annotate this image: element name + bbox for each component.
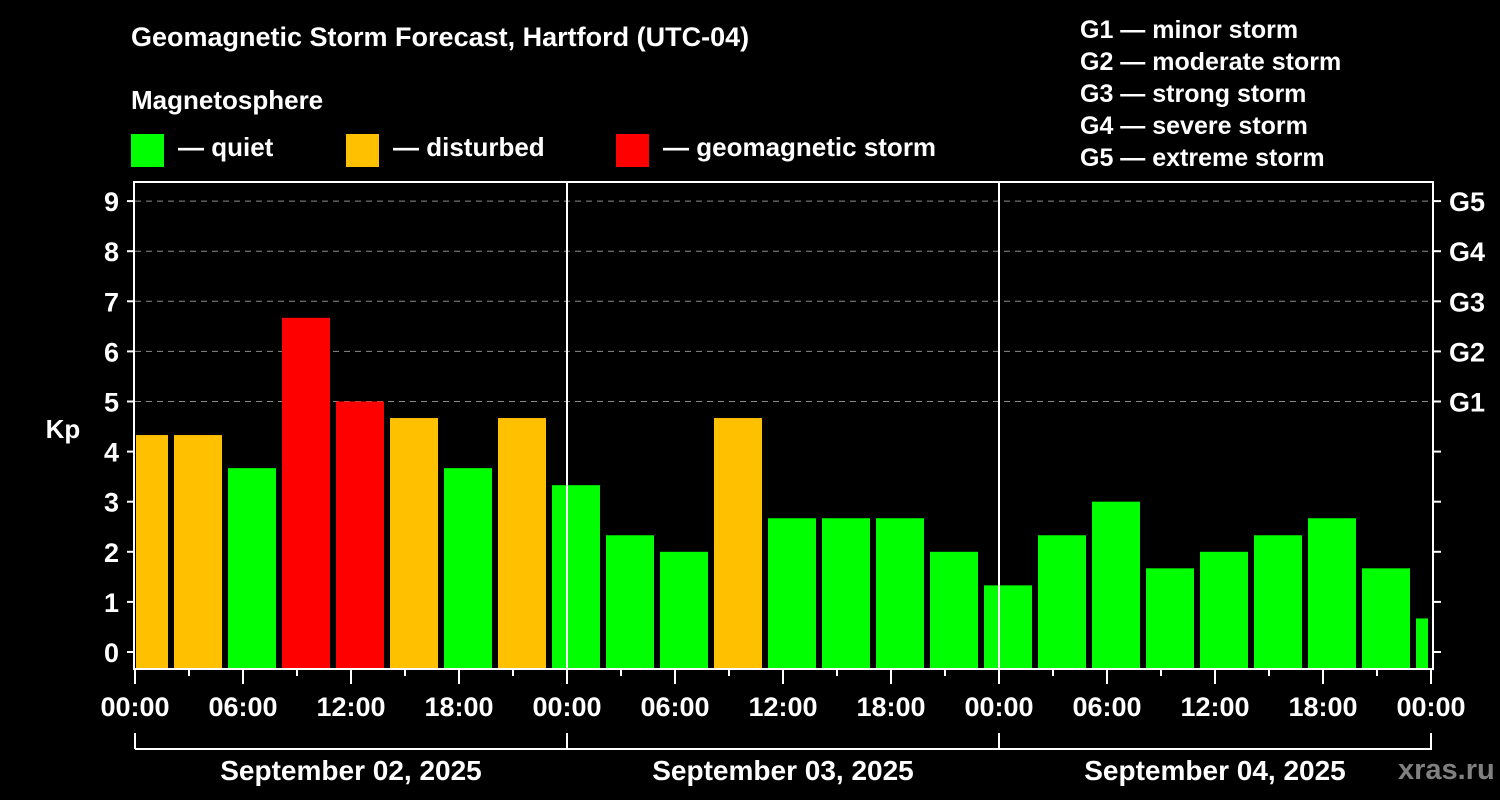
legend-label-disturbed: — disturbed [393, 132, 545, 162]
x-axis: 00:00 06:00 12:00 18:00 00:00 06:00 12:00 18:00… [100, 668, 1466, 786]
x-tick-label: 06:00 [208, 692, 277, 722]
kp-bar [136, 435, 168, 668]
y-tick-label: 9 [104, 187, 119, 217]
x-tick-label: 00:00 [532, 692, 601, 722]
kp-bar [768, 518, 816, 668]
kp-bar [1254, 535, 1302, 668]
date-label: September 03, 2025 [652, 755, 914, 786]
legend-item-quiet: — quiet [131, 132, 274, 167]
kp-bar [552, 485, 600, 668]
x-tick-label: 00:00 [100, 692, 169, 722]
y-tick-label: 8 [104, 237, 119, 267]
kp-bar [228, 468, 276, 668]
kp-bar [606, 535, 654, 668]
bars [136, 317, 1428, 668]
g-scale-item: G2 — moderate storm [1080, 48, 1342, 76]
g-level-label: G2 [1449, 337, 1485, 367]
g-level-label: G1 [1449, 388, 1485, 418]
kp-bar [1038, 535, 1086, 668]
x-tick-label: 06:00 [640, 692, 709, 722]
legend-label-quiet: — quiet [178, 132, 274, 162]
legend-label-storm: — geomagnetic storm [663, 132, 937, 162]
g-scale-item: G5 — extreme storm [1080, 144, 1325, 172]
kp-bar [282, 317, 330, 668]
x-tick-label: 18:00 [1288, 692, 1357, 722]
kp-bar [984, 585, 1032, 668]
storm-swatch-icon [616, 134, 649, 167]
g-scale-item: G4 — severe storm [1080, 112, 1308, 140]
kp-bar [1200, 551, 1248, 668]
y-tick-label: 1 [104, 588, 119, 618]
date-label: September 04, 2025 [1084, 755, 1346, 786]
g-level-label: G4 [1449, 237, 1485, 267]
x-tick-label: 18:00 [856, 692, 925, 722]
kp-bar [1308, 518, 1356, 668]
kp-bar [498, 418, 546, 668]
y-tick-label: 2 [104, 538, 119, 568]
g-scale-item: G3 — strong storm [1080, 80, 1307, 108]
g-scale-legend: G1 — minor storm G2 — moderate storm G3 … [1080, 14, 1341, 174]
kp-bar [174, 435, 222, 668]
g-scale-item: G1 — minor storm [1080, 16, 1299, 44]
kp-bar [1092, 501, 1140, 668]
y-tick-label: 6 [104, 337, 119, 367]
y-tick-label: 0 [104, 638, 119, 668]
legend-heading: Magnetosphere [131, 85, 324, 115]
kp-bar [930, 551, 978, 668]
y-tick-label: 3 [104, 488, 119, 518]
kp-bar [1416, 618, 1428, 668]
g-level-label: G5 [1449, 187, 1485, 217]
watermark: xras.ru [1398, 754, 1495, 786]
x-tick-label: 12:00 [748, 692, 817, 722]
y-axis-label: Kp [46, 414, 81, 444]
kp-bar [444, 468, 492, 668]
kp-bar [1146, 568, 1194, 668]
kp-bar [714, 418, 762, 668]
date-label: September 02, 2025 [220, 755, 482, 786]
y-tick-label: 7 [104, 287, 119, 317]
kp-bar [390, 418, 438, 668]
legend-item-storm: — geomagnetic storm [616, 132, 937, 167]
legend-item-disturbed: — disturbed [346, 132, 545, 167]
x-tick-label: 18:00 [424, 692, 493, 722]
kp-bar [876, 518, 924, 668]
chart-title: Geomagnetic Storm Forecast, Hartford (UT… [131, 22, 750, 52]
x-tick-label: 00:00 [964, 692, 1033, 722]
g-scale-axis: G1 G2 G3 G4 G5 [1432, 187, 1485, 653]
kp-bar [1362, 568, 1410, 668]
kp-bar [336, 401, 384, 668]
y-axis: 0 1 2 3 4 5 6 7 8 9 [104, 187, 135, 668]
gridlines [135, 200, 1432, 402]
y-tick-label: 4 [104, 438, 119, 468]
quiet-swatch-icon [131, 134, 164, 167]
g-level-label: G3 [1449, 287, 1485, 317]
x-tick-label: 06:00 [1072, 692, 1141, 722]
kp-bar [660, 551, 708, 668]
x-tick-label: 12:00 [1180, 692, 1249, 722]
disturbed-swatch-icon [346, 134, 379, 167]
x-tick-label: 12:00 [316, 692, 385, 722]
y-tick-label: 5 [104, 388, 119, 418]
x-tick-label: 00:00 [1396, 692, 1465, 722]
kp-bar [822, 518, 870, 668]
